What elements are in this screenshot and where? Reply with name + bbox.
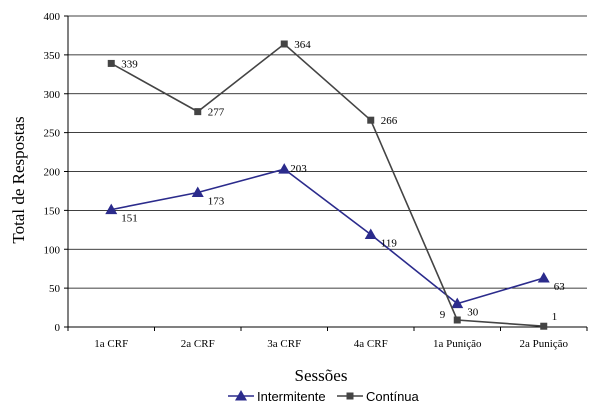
x-tick-label: 1a Punição — [433, 338, 482, 350]
series-line — [111, 168, 544, 305]
legend-label: Contínua — [366, 389, 420, 404]
data-label: 339 — [121, 58, 138, 70]
data-label: 173 — [208, 195, 225, 207]
y-axis-title: Total de Respostas — [9, 116, 28, 243]
data-label: 151 — [121, 213, 138, 225]
y-tick-label: 0 — [55, 322, 61, 334]
data-label: 30 — [467, 307, 479, 319]
series-0 — [105, 163, 550, 309]
grid-lines — [68, 15, 587, 289]
legend-item: Contínua — [337, 389, 420, 404]
data-label: 364 — [294, 39, 311, 51]
y-tick-label: 150 — [44, 205, 61, 217]
series-group — [105, 40, 550, 330]
data-point — [278, 163, 291, 174]
x-tick-label: 1a CRF — [94, 338, 128, 350]
data-label: 119 — [381, 237, 398, 249]
data-label: 63 — [554, 281, 566, 293]
x-tick-label: 2a CRF — [181, 338, 215, 350]
x-tick-label: 4a CRF — [354, 338, 388, 350]
x-axis-title: Sessões — [295, 366, 348, 385]
series-line — [110, 42, 544, 328]
y-tick-label: 300 — [44, 89, 61, 101]
y-tick-label: 50 — [49, 283, 61, 295]
data-point — [367, 116, 375, 124]
data-point — [191, 186, 204, 197]
legend-label: Intermitente — [257, 389, 326, 404]
data-point — [194, 108, 202, 116]
axes — [64, 15, 588, 331]
data-label: 266 — [381, 115, 398, 127]
y-tick-label: 400 — [44, 11, 61, 23]
x-tick-label: 2a Punição — [519, 338, 568, 350]
data-point — [105, 203, 118, 215]
y-tick-label: 100 — [44, 244, 61, 256]
data-point — [364, 228, 377, 239]
data-label: 9 — [440, 309, 446, 321]
y-tick-label: 350 — [44, 50, 61, 62]
data-label: 203 — [290, 163, 307, 175]
data-point — [453, 316, 461, 324]
data-point — [107, 59, 115, 67]
y-tick-labels: 0 50 100 150 200 250 300 350 400 — [44, 11, 61, 334]
data-label: 277 — [208, 107, 225, 119]
data-point — [280, 40, 288, 48]
legend-marker — [235, 390, 247, 401]
data-point — [451, 297, 464, 309]
legend: Intermitente Contínua — [228, 389, 420, 404]
legend-item: Intermitente — [228, 389, 326, 404]
data-point — [540, 322, 548, 330]
series-1 — [107, 40, 548, 330]
data-point — [537, 272, 550, 283]
legend-marker — [346, 392, 354, 400]
x-tick-label: 3a CRF — [267, 338, 301, 350]
y-tick-label: 250 — [44, 128, 61, 140]
data-label: 1 — [552, 311, 558, 323]
y-tick-label: 200 — [44, 167, 61, 179]
x-tick-labels: 1a CRF 2a CRF 3a CRF 4a CRF 1a Punição 2a Pun… — [94, 338, 568, 350]
data-labels: 151 173 203 119 30 63 339 277 364 266 9 1 — [121, 39, 565, 323]
